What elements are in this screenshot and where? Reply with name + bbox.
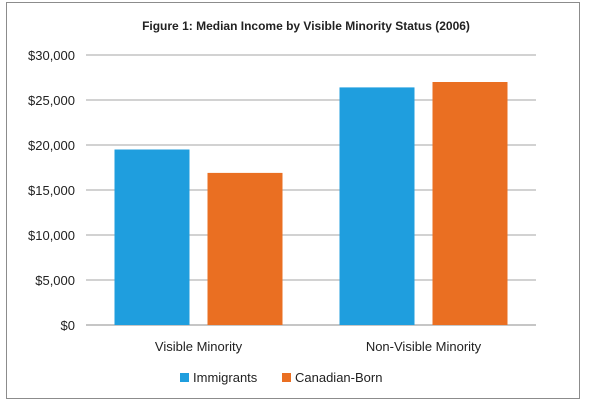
x-category-label: Visible Minority bbox=[155, 339, 243, 354]
legend-label: Immigrants bbox=[193, 370, 258, 385]
y-axis-ticks: $0 $5,000 $10,000 $15,000 $20,000 $25,000 $30,… bbox=[28, 48, 75, 333]
legend-label: Canadian-Born bbox=[295, 370, 382, 385]
legend-swatch bbox=[180, 373, 189, 382]
y-tick-label: $5,000 bbox=[35, 273, 75, 288]
y-tick-label: $0 bbox=[61, 318, 75, 333]
legend-swatch bbox=[282, 373, 291, 382]
bar bbox=[432, 82, 508, 325]
y-tick-label: $30,000 bbox=[28, 48, 75, 63]
y-tick-label: $15,000 bbox=[28, 183, 75, 198]
legend: Immigrants Canadian-Born bbox=[180, 370, 382, 385]
bar bbox=[114, 149, 190, 325]
x-category-label: Non-Visible Minority bbox=[366, 339, 482, 354]
bar bbox=[339, 87, 415, 326]
x-axis-categories: Visible Minority Non-Visible Minority bbox=[155, 339, 482, 354]
bars bbox=[114, 82, 508, 326]
y-tick-label: $10,000 bbox=[28, 228, 75, 243]
y-tick-label: $25,000 bbox=[28, 93, 75, 108]
bar bbox=[207, 172, 283, 325]
chart-title: Figure 1: Median Income by Visible Minor… bbox=[142, 19, 470, 33]
y-tick-label: $20,000 bbox=[28, 138, 75, 153]
